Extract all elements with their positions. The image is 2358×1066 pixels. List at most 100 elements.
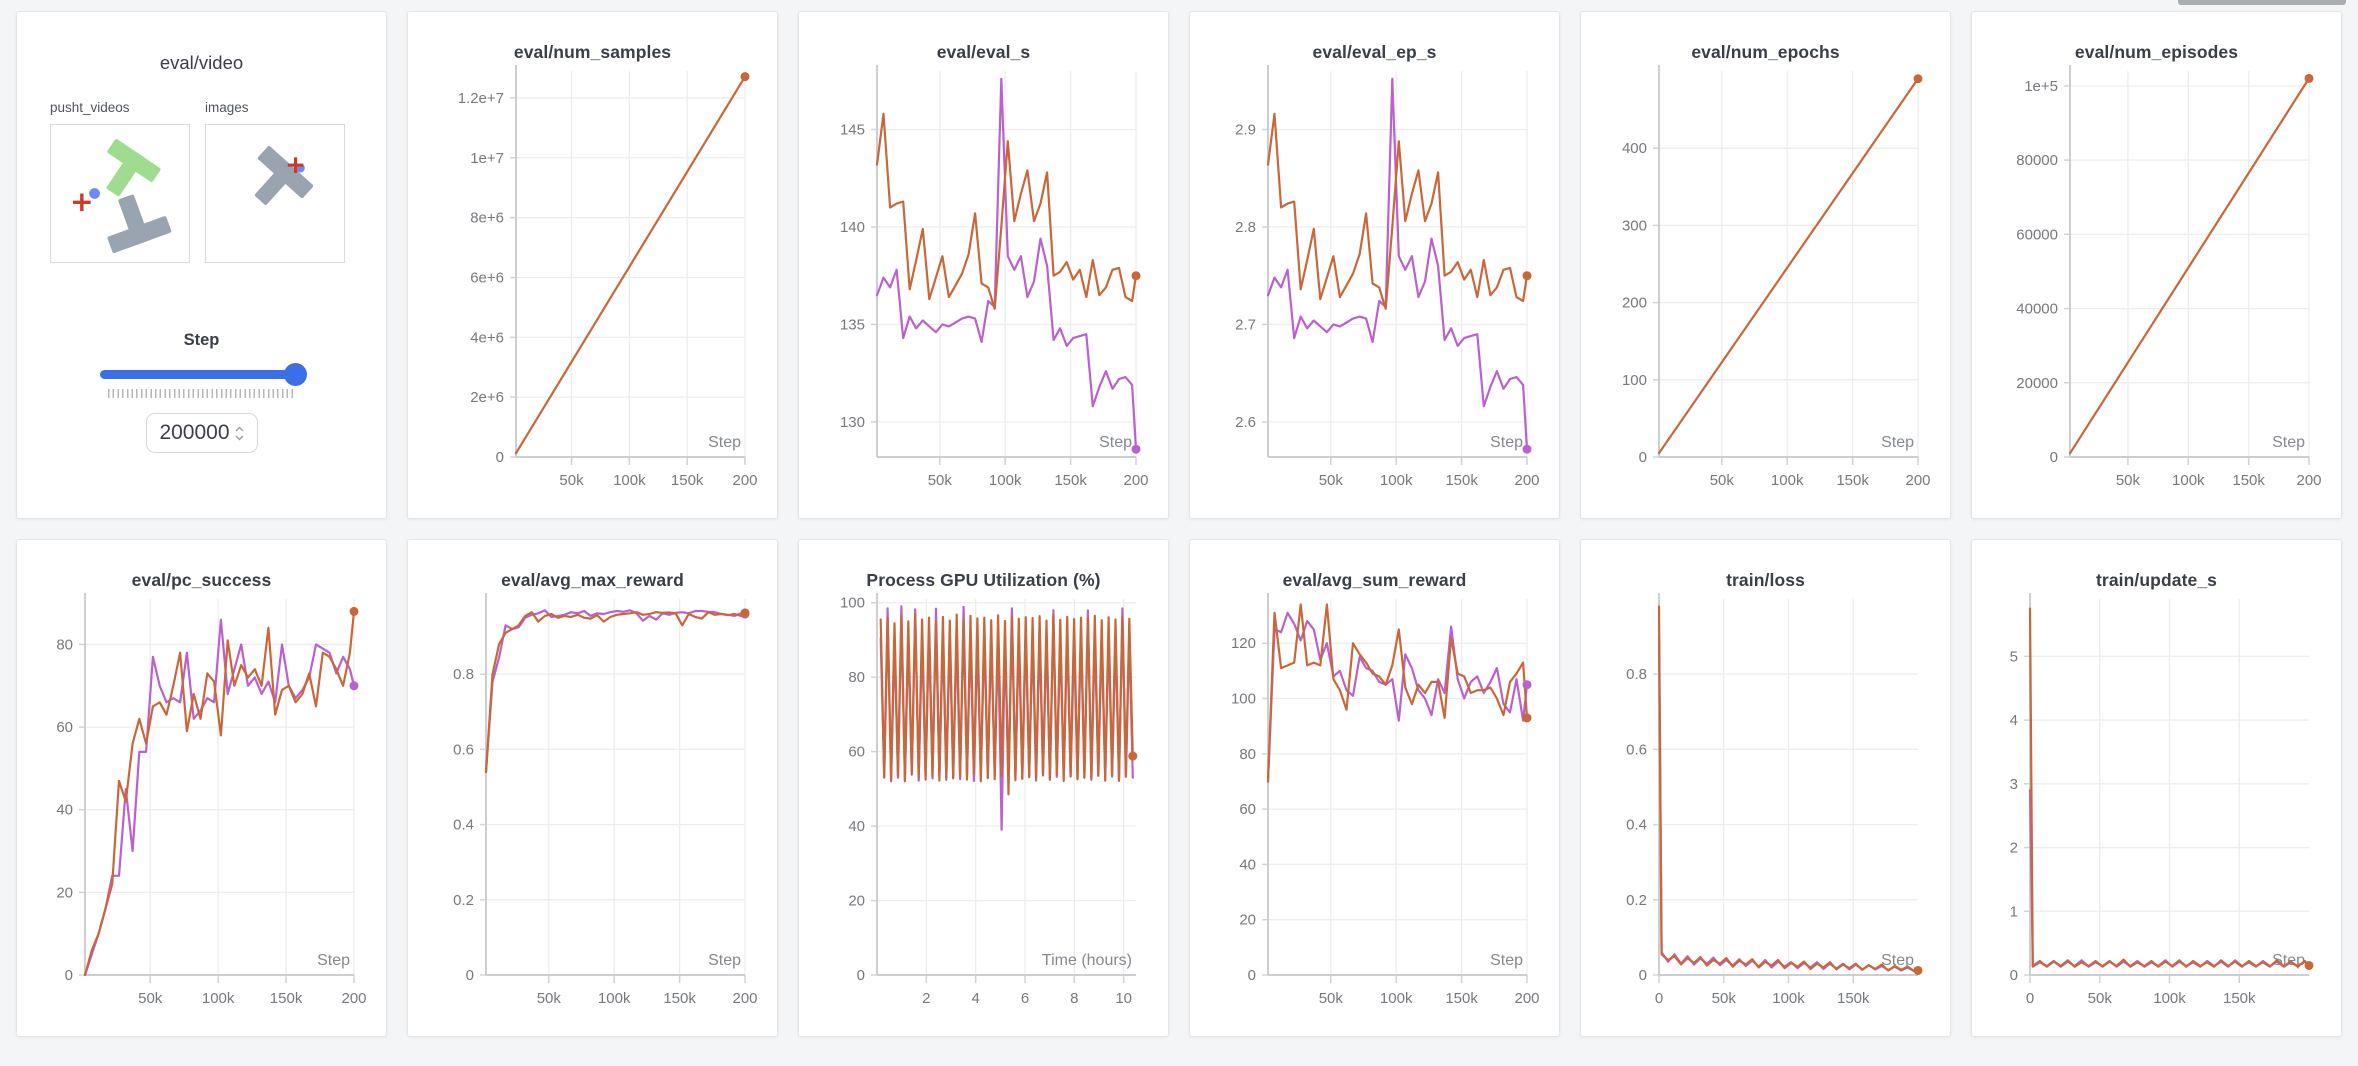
panel-process-gpu-utilization: Process GPU Utilization (%) 0 20 40 60 80 100… bbox=[798, 539, 1169, 1037]
series-end-dot-orange bbox=[1131, 271, 1141, 281]
chart-title: train/loss bbox=[1726, 570, 1805, 590]
y-tick-label: 3 bbox=[2010, 776, 2018, 793]
series-line-orange bbox=[875, 112, 1138, 310]
y-tick-label: 0 bbox=[65, 967, 73, 984]
step-slider[interactable] bbox=[99, 363, 307, 386]
y-tick-label: 40 bbox=[56, 802, 73, 819]
panel-eval-eval-ep-s: eval/eval_ep_s 2.6 2.7 2.8 2.9 50k 100k 150k 20… bbox=[1189, 11, 1560, 519]
y-tick-label: 130 bbox=[840, 414, 865, 431]
series-line-orange bbox=[1657, 605, 1920, 973]
y-tick-label: 100 bbox=[1231, 691, 1256, 708]
panel-eval-avg-sum-reward: eval/avg_sum_reward 0 20 40 60 80 100 120 50k 10… bbox=[1189, 539, 1560, 1037]
series-end-dot-orange bbox=[1913, 965, 1923, 975]
y-tick-label: 60000 bbox=[2016, 226, 2058, 243]
x-tick-label: 200 bbox=[1123, 472, 1148, 489]
y-tick-label: 20000 bbox=[2016, 375, 2058, 392]
line-chart-eval-avg-sum-reward[interactable]: 0 20 40 60 80 100 120 50k 100k 150k 200 Step bbox=[1190, 591, 1559, 1029]
y-tick-label: 20 bbox=[1239, 912, 1256, 929]
line-chart-train-loss[interactable]: 0 0.2 0.4 0.6 0.8 0 50k 100k 150k Step bbox=[1581, 591, 1950, 1029]
images-thumbnail[interactable] bbox=[205, 124, 345, 263]
x-tick-label: 150k bbox=[1836, 472, 1869, 489]
series-line-orange bbox=[83, 610, 356, 977]
step-input[interactable]: 200000 bbox=[145, 413, 258, 453]
x-tick-label: 50k bbox=[1712, 990, 1737, 1007]
series-end-dot-orange bbox=[1128, 751, 1138, 761]
series-end-dot-purple bbox=[1522, 444, 1532, 454]
horizontal-scrollbar-fragment[interactable] bbox=[2178, 0, 2346, 5]
x-tick-label: 50k bbox=[2088, 990, 2113, 1007]
slider-track[interactable] bbox=[99, 370, 304, 379]
x-axis-label: Step bbox=[1490, 434, 1523, 451]
agent-dot bbox=[89, 188, 100, 199]
line-chart-eval-num-samples[interactable]: 0 2e+6 4e+6 6e+6 8e+6 1e+7 1.2e+7 50k 100k 150k 20… bbox=[408, 63, 777, 511]
chevron-down-icon[interactable] bbox=[235, 434, 244, 441]
x-tick-label: 100k bbox=[598, 990, 631, 1007]
chart-title: eval/num_samples bbox=[513, 42, 672, 62]
x-tick-label: 150k bbox=[1445, 472, 1478, 489]
chart-title: eval/pc_success bbox=[131, 570, 272, 590]
series-line-orange bbox=[2068, 77, 2311, 455]
pusht-video-thumbnail[interactable] bbox=[50, 124, 190, 263]
y-tick-label: 8e+6 bbox=[470, 210, 504, 227]
series-end-dot-orange bbox=[2304, 960, 2314, 970]
y-tick-label: 0.4 bbox=[1626, 817, 1647, 834]
x-tick-label: 200 bbox=[341, 990, 366, 1007]
line-chart-eval-num-epochs[interactable]: 0 100 200 300 400 50k 100k 150k 200 Step bbox=[1581, 63, 1950, 511]
chart-title: eval/eval_s bbox=[936, 42, 1031, 62]
green-t-shape bbox=[106, 139, 161, 197]
chevron-up-icon[interactable] bbox=[235, 426, 244, 433]
x-axis-label: Step bbox=[1881, 952, 1914, 969]
x-tick-label: 150k bbox=[1054, 472, 1087, 489]
line-chart-process-gpu-utilization[interactable]: 0 20 40 60 80 100 2 4 6 8 10 Time (hours) bbox=[799, 591, 1168, 1029]
y-tick-label: 140 bbox=[840, 219, 865, 236]
series-line-orange bbox=[1266, 603, 1529, 783]
y-tick-label: 0.8 bbox=[453, 666, 474, 683]
slider-thumb[interactable] bbox=[283, 363, 307, 386]
y-tick-label: 80000 bbox=[2016, 152, 2058, 169]
x-tick-label: 6 bbox=[1021, 990, 1029, 1007]
panel-train-loss: train/loss 0 0.2 0.4 0.6 0.8 0 50k 100k 150k Step bbox=[1580, 539, 1951, 1037]
chart-title: eval/eval_ep_s bbox=[1312, 42, 1437, 62]
chart-title: eval/num_episodes bbox=[2074, 42, 2239, 62]
y-tick-label: 40 bbox=[1239, 856, 1256, 873]
stepper-arrows[interactable] bbox=[235, 426, 244, 441]
y-tick-label: 300 bbox=[1622, 217, 1647, 234]
media-item-images[interactable]: images bbox=[205, 100, 345, 263]
x-tick-label: 150k bbox=[663, 990, 696, 1007]
chart-title: eval/avg_sum_reward bbox=[1282, 570, 1467, 590]
media-caption: images bbox=[205, 100, 249, 115]
y-tick-label: 0 bbox=[1639, 449, 1647, 466]
x-tick-label: 200 bbox=[1905, 472, 1930, 489]
x-tick-label: 50k bbox=[138, 990, 163, 1007]
x-axis-label: Time (hours) bbox=[1042, 952, 1132, 969]
series-end-dot-orange bbox=[740, 608, 750, 618]
y-tick-label: 0.8 bbox=[1626, 666, 1647, 683]
pusht-scene-image bbox=[254, 146, 314, 205]
x-tick-label: 10 bbox=[1115, 990, 1132, 1007]
line-chart-eval-eval-ep-s[interactable]: 2.6 2.7 2.8 2.9 50k 100k 150k 200 Step bbox=[1190, 63, 1559, 511]
y-tick-label: 20 bbox=[848, 893, 865, 910]
x-tick-label: 100k bbox=[613, 472, 646, 489]
slider-tick-marks bbox=[107, 389, 296, 398]
series-end-dot-orange bbox=[740, 72, 750, 82]
panel-eval-avg-max-reward: eval/avg_max_reward 0 0.2 0.4 0.6 0.8 50k 100k… bbox=[407, 539, 778, 1037]
y-tick-label: 60 bbox=[56, 719, 73, 736]
x-tick-label: 100k bbox=[1380, 472, 1413, 489]
y-tick-label: 60 bbox=[1239, 801, 1256, 818]
x-tick-label: 100k bbox=[2172, 472, 2205, 489]
line-chart-eval-pc-success[interactable]: 0 20 40 60 80 50k 100k 150k 200 Step bbox=[17, 591, 386, 1029]
media-item-pusht-videos[interactable]: pusht_videos bbox=[50, 100, 190, 263]
y-tick-label: 200 bbox=[1622, 295, 1647, 312]
series-line-purple bbox=[1266, 77, 1529, 451]
line-chart-eval-eval-s[interactable]: 130 135 140 145 50k 100k 150k 200 Step bbox=[799, 63, 1168, 511]
line-chart-eval-num-episodes[interactable]: 0 20000 40000 60000 80000 1e+5 50k 100k 150k 200 S… bbox=[1972, 63, 2341, 511]
y-tick-label: 4e+6 bbox=[470, 329, 504, 346]
x-tick-label: 100k bbox=[1380, 990, 1413, 1007]
y-tick-label: 1e+7 bbox=[470, 150, 504, 167]
y-tick-label: 0 bbox=[1639, 967, 1647, 984]
line-chart-eval-avg-max-reward[interactable]: 0 0.2 0.4 0.6 0.8 50k 100k 150k 200 Step bbox=[408, 591, 777, 1029]
y-tick-label: 0 bbox=[2010, 967, 2018, 984]
series-line-orange bbox=[1657, 77, 1920, 455]
y-tick-label: 145 bbox=[840, 121, 865, 138]
